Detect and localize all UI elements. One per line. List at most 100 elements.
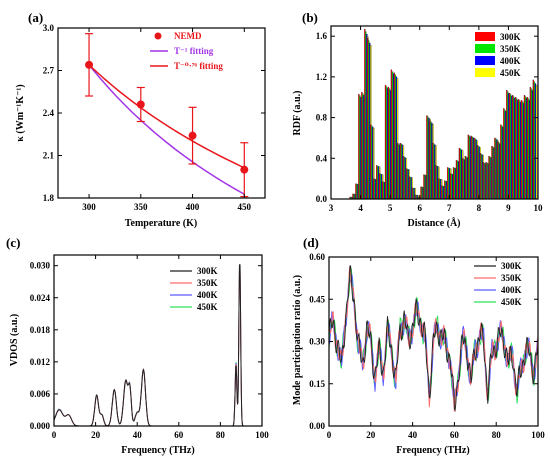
b-legend-swatch [475,68,495,77]
a-nemd-point [188,131,197,140]
d-legend-label: 400K [501,285,522,295]
b-rdf-bar [477,145,479,200]
b-rdf-bar [486,162,488,200]
b-rdf-bar [520,100,523,200]
panel-b-label: (b) [302,10,318,25]
b-rdf-bar [370,124,372,200]
b-rdf-bar [412,187,414,200]
b-rdf-bar [433,143,435,200]
a-ytick-label: 2.1 [43,151,55,161]
b-xtick-label: 5 [388,203,393,213]
b-ytick-label: 0.8 [316,113,328,123]
d-ytick-label: 0.60 [309,252,325,262]
b-rdf-bar [411,187,413,200]
c-xtick-label: 0 [52,430,57,440]
c-xtick-label: 60 [174,430,184,440]
d-ytick-label: 0.45 [309,294,325,304]
panel-d-label: (d) [303,235,319,250]
b-rdf-bar [391,71,394,200]
d-mpr-series [328,265,539,412]
b-rdf-bar [353,193,355,200]
c-xtick-label: 100 [255,430,269,440]
d-xtick-label: 60 [450,430,460,440]
b-rdf-bar [517,99,520,200]
panel-b-ylabel: RDF (a.u.) [292,91,303,136]
b-rdf-bar [384,84,387,200]
c-vdos-series [53,264,262,427]
b-xtick-label: 10 [534,203,544,213]
c-ytick-label: 0.000 [30,421,51,431]
b-rdf-bar [467,134,469,200]
b-rdf-bar [452,167,455,200]
panel-c-xlabel: Frequency (THz) [121,445,194,456]
b-rdf-bar [474,138,476,200]
b-rdf-bar [492,146,494,200]
b-rdf-bar [377,165,379,200]
b-rdf-bar [426,115,428,200]
b-rdf-bar [446,167,449,200]
b-rdf-bar [444,180,446,200]
panel-a-ylabel: κ (Wm⁻¹K⁻¹) [15,84,26,141]
b-rdf-bar [534,83,537,200]
c-ytick-label: 0.012 [30,357,51,367]
b-rdf-bar [409,176,411,200]
b-rdf-bar [367,38,369,200]
b-rdf-bar [526,97,529,200]
b-rdf-bar [381,181,384,200]
b-rdf-bar [415,194,417,200]
a-fit-curve [88,64,245,169]
b-rdf-bar [506,89,508,200]
b-rdf-bar [479,153,481,200]
c-legend-label: 350K [197,278,218,288]
c-ytick-label: 0.024 [30,293,51,303]
b-rdf-bar [388,88,391,200]
panel-a-xlabel: Temperature (K) [125,218,198,229]
b-rdf-bar [535,85,538,200]
b-rdf-bar [501,125,503,200]
panel-d-xlabel: Frequency (THz) [396,445,469,456]
b-rdf-bar [489,156,491,200]
panel-a-label: (a) [28,10,43,25]
a-legend-marker [154,32,162,40]
b-rdf-bar [368,40,370,200]
b-legend-label: 350K [500,44,521,54]
b-rdf-bar [365,31,367,200]
b-rdf-bar [468,135,471,200]
a-xtick-label: 400 [186,202,200,212]
d-legend-label: 350K [501,273,522,283]
d-ytick-label: 0.00 [309,421,325,431]
b-rdf-bar [510,94,512,200]
b-rdf-bar [420,186,422,200]
a-ytick-label: 2.7 [43,66,55,76]
c-legend-label: 400K [197,290,218,300]
b-rdf-bar [494,137,496,200]
b-ytick-label: 1.6 [316,31,328,41]
b-rdf-bar [408,176,410,200]
b-rdf-bar [482,162,484,200]
panel-b-rdf: (b) 3 4 5 6 7 8 9 10 0.0 0.4 0.8 1.2 1.6 Distance (Å… [292,10,543,229]
b-rdf-bar [364,28,366,200]
panel-c-legend: 300K 350K 400K 450K [170,266,218,312]
b-rdf-bar [459,148,462,200]
b-rdf-bar [400,143,402,200]
b-rdf-bar [498,142,500,200]
b-xtick-label: 4 [358,203,363,213]
b-rdf-bar [497,141,499,200]
c-xtick-label: 20 [91,430,101,440]
b-rdf-bar [532,79,535,200]
panel-b-frame [330,25,539,200]
b-xtick-label: 9 [506,203,511,213]
b-rdf-bar [438,178,440,200]
c-ytick-label: 0.030 [30,261,51,271]
panel-b-xlabel: Distance (Å) [407,217,460,229]
panel-d-ylabel: Mode participation ratio (a.u.) [292,275,303,405]
b-rdf-bar [374,178,376,200]
b-rdf-bar [513,96,515,200]
d-ytick-label: 0.15 [309,379,325,389]
b-ytick-label: 0.4 [316,153,328,163]
panel-c-vdos: (c) 0 20 40 60 80 100 0.000 0.006 0.012 0.018 0.02… [6,235,269,456]
b-rdf-bar [514,97,517,200]
c-legend-label: 450K [197,302,218,312]
d-xtick-label: 80 [492,430,502,440]
